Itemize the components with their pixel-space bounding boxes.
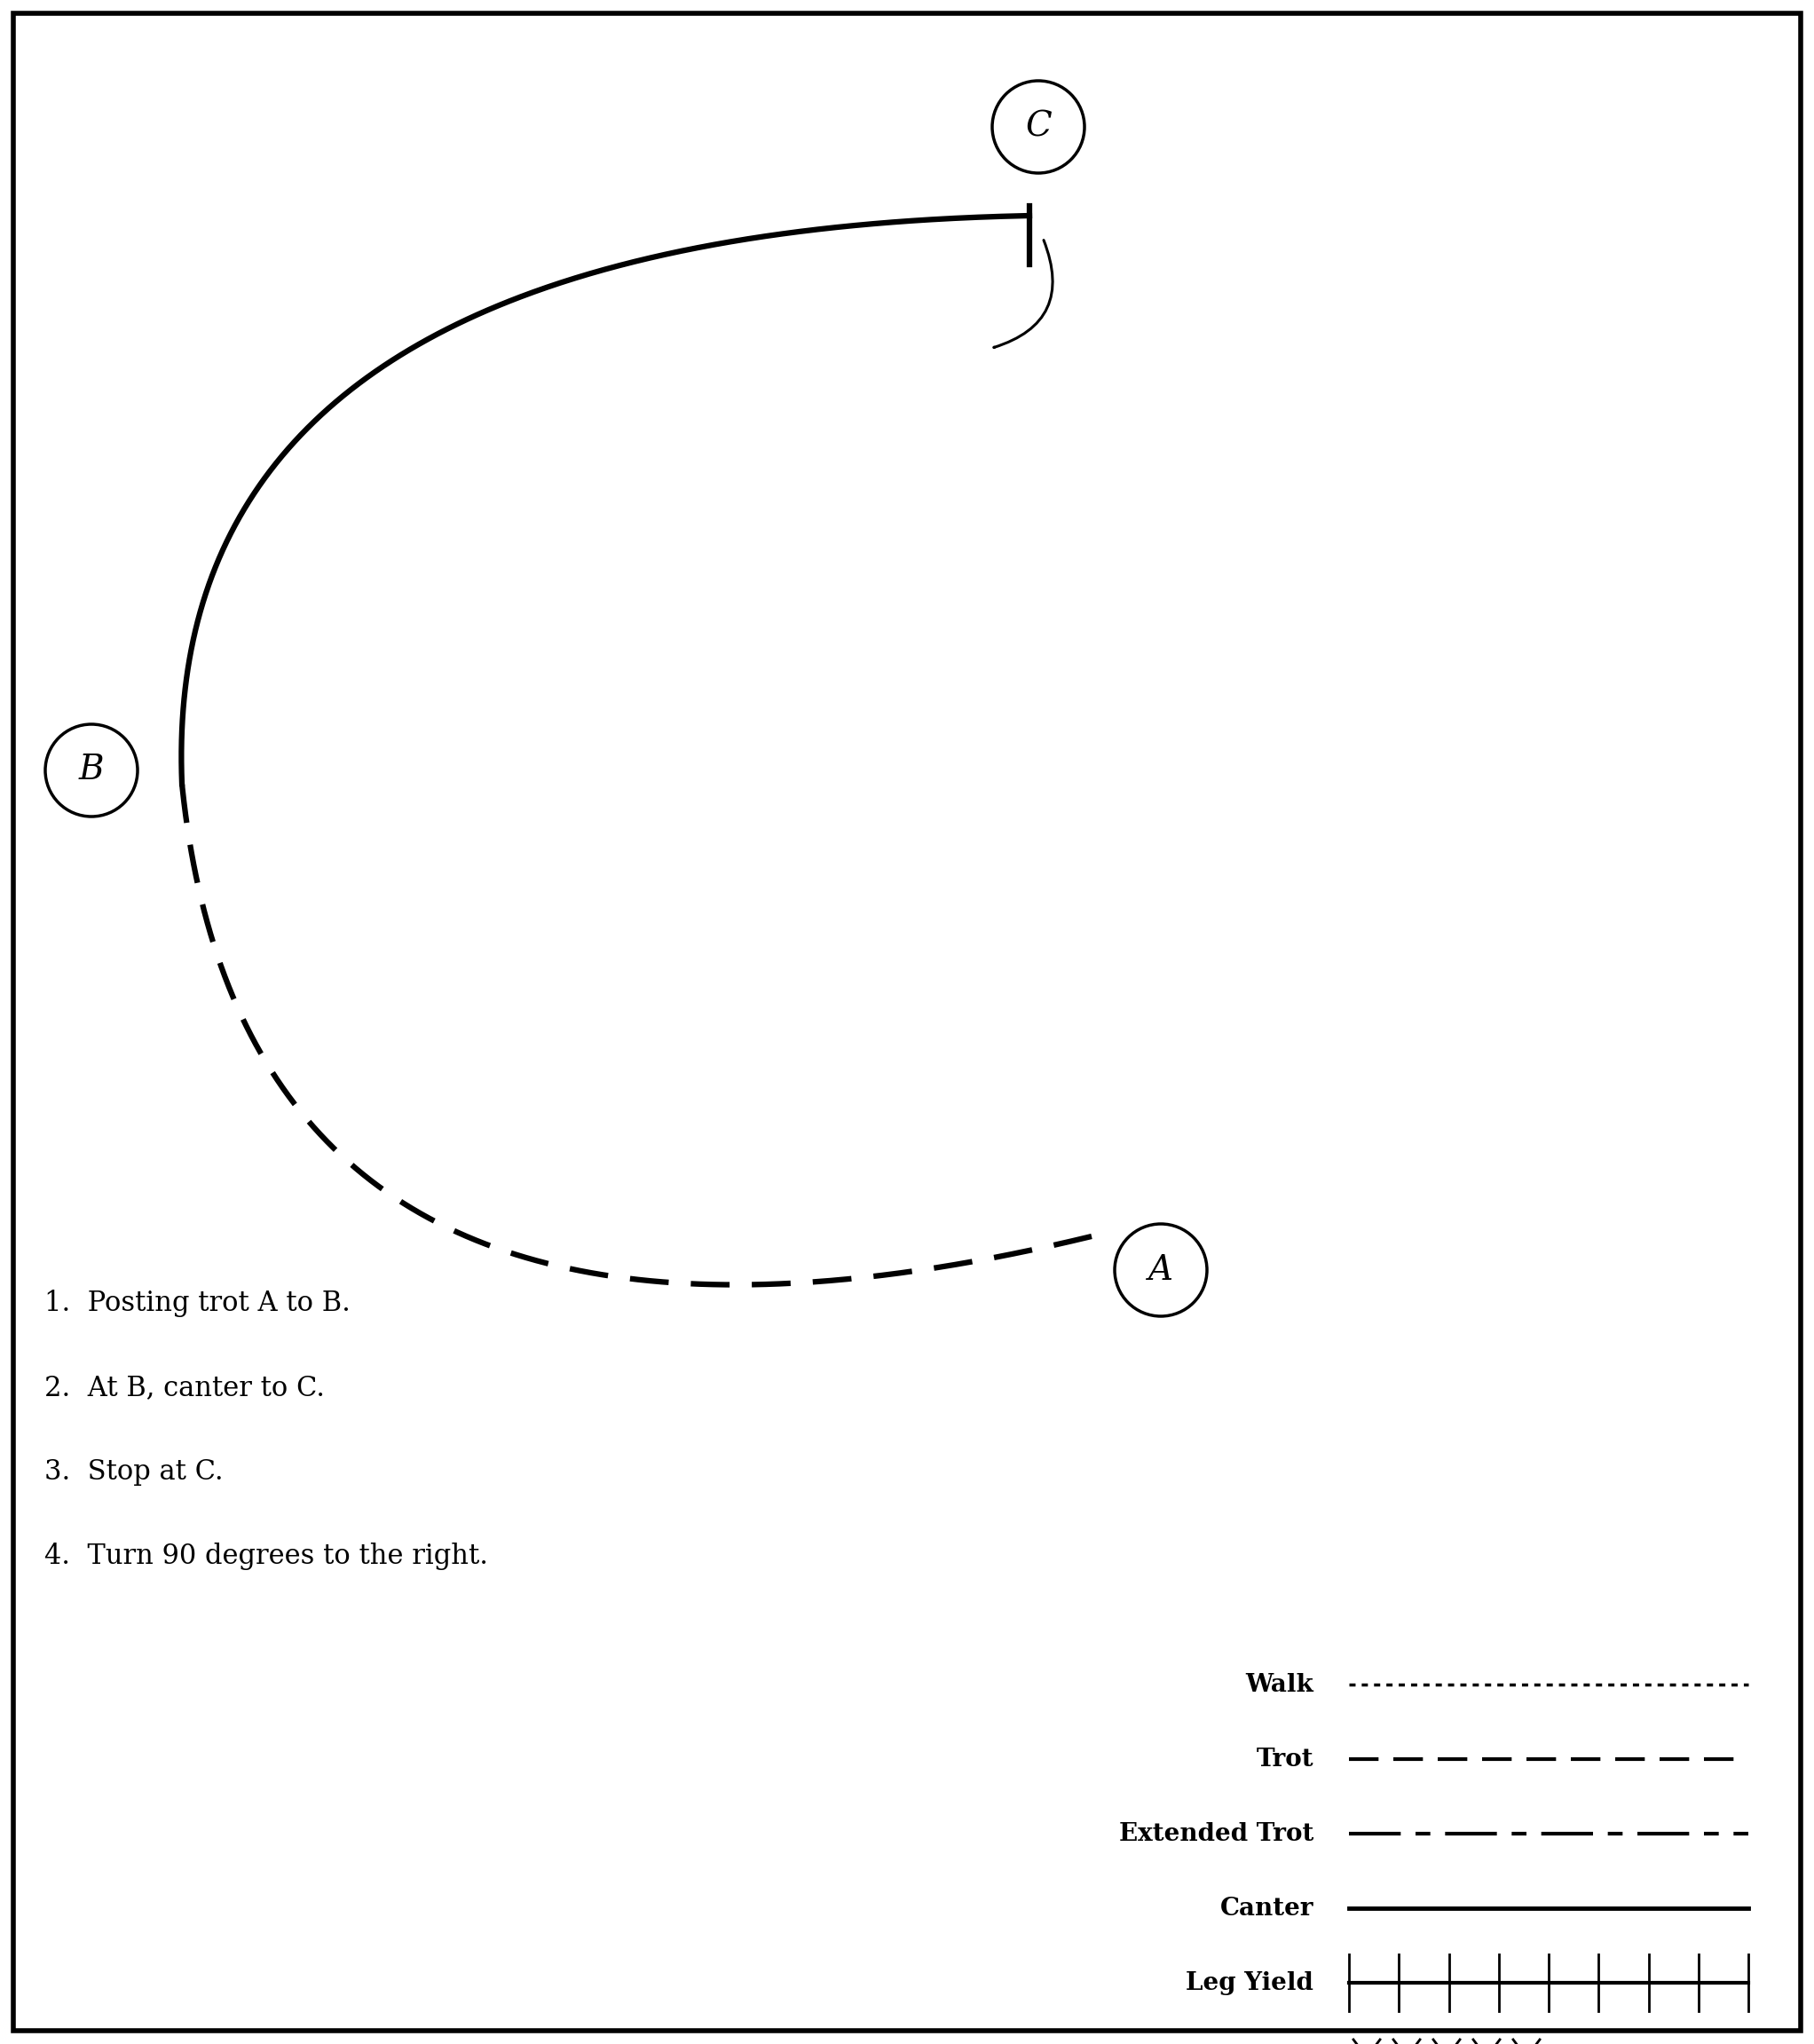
Text: Extended Trot: Extended Trot	[1119, 1821, 1313, 1846]
Circle shape	[1114, 1224, 1206, 1316]
Text: Leg Yield: Leg Yield	[1186, 1970, 1313, 1995]
Text: 1.  Posting trot A to B.: 1. Posting trot A to B.	[44, 1290, 350, 1316]
Text: A: A	[1148, 1253, 1174, 1286]
Text: C: C	[1025, 110, 1052, 143]
Text: 3.  Stop at C.: 3. Stop at C.	[44, 1457, 223, 1486]
Text: Trot: Trot	[1255, 1748, 1313, 1770]
Circle shape	[992, 82, 1085, 174]
Circle shape	[45, 724, 138, 816]
FancyArrowPatch shape	[994, 239, 1052, 347]
Text: Walk: Walk	[1246, 1672, 1313, 1697]
Text: Canter: Canter	[1219, 1897, 1313, 1919]
Text: 2.  At B, canter to C.: 2. At B, canter to C.	[44, 1374, 325, 1402]
Text: B: B	[78, 754, 103, 787]
Text: 4.  Turn 90 degrees to the right.: 4. Turn 90 degrees to the right.	[44, 1543, 488, 1570]
